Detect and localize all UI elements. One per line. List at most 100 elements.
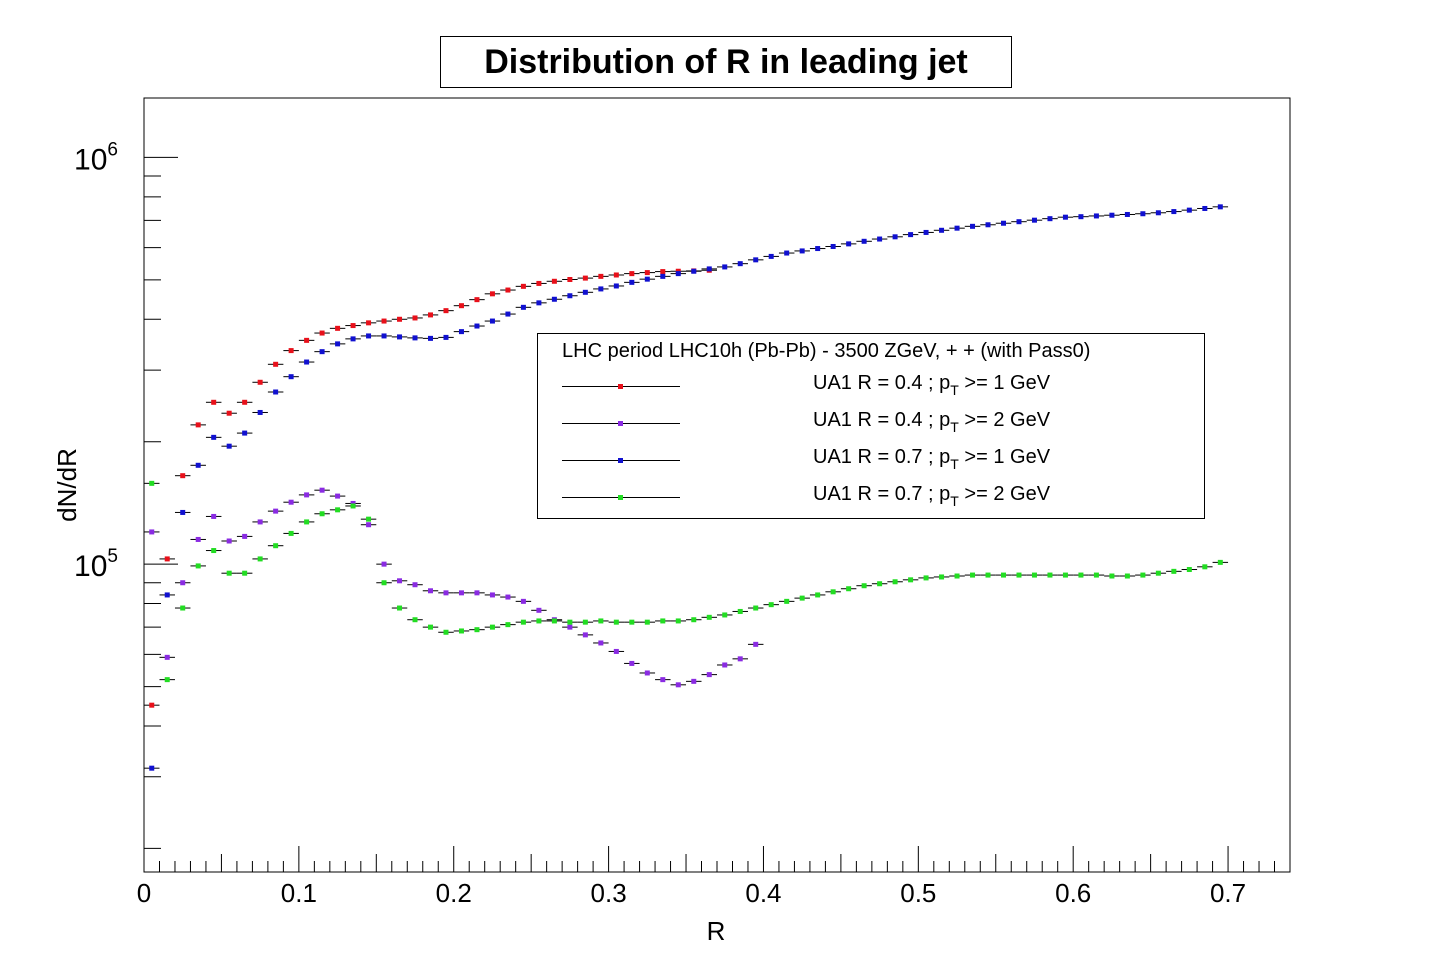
data-point	[350, 500, 356, 506]
data-point	[1140, 211, 1146, 217]
legend-marker	[618, 384, 623, 389]
data-point	[768, 602, 774, 608]
data-point	[195, 563, 201, 569]
data-point	[598, 640, 604, 646]
data-point	[335, 493, 341, 499]
data-point	[1155, 570, 1161, 576]
data-point	[737, 608, 743, 614]
data-point	[489, 592, 495, 598]
data-point	[366, 522, 372, 528]
data-point	[629, 660, 635, 666]
data-point	[985, 222, 991, 228]
data-point	[474, 297, 480, 303]
data-point	[551, 296, 557, 302]
data-point	[288, 530, 294, 536]
data-point	[211, 548, 217, 554]
data-point	[1093, 572, 1099, 578]
data-point	[381, 561, 387, 567]
data-point	[180, 509, 186, 515]
data-point	[1155, 210, 1161, 216]
data-point	[242, 570, 248, 576]
data-point	[768, 253, 774, 259]
data-point	[397, 316, 403, 322]
data-point	[1047, 572, 1053, 578]
data-point	[629, 271, 635, 277]
data-point	[412, 582, 418, 588]
data-point	[706, 614, 712, 620]
data-point	[350, 323, 356, 329]
data-point	[412, 315, 418, 321]
data-point	[753, 257, 759, 263]
data-point	[1062, 572, 1068, 578]
data-point	[567, 624, 573, 630]
x-axis-label: R	[707, 916, 726, 946]
legend-marker	[618, 421, 623, 426]
series-group	[144, 204, 1229, 771]
data-point	[582, 619, 588, 625]
data-point	[273, 361, 279, 367]
data-point	[939, 227, 945, 233]
data-point	[737, 656, 743, 662]
data-point	[675, 618, 681, 624]
data-point	[335, 341, 341, 347]
data-point	[1124, 211, 1130, 217]
data-point	[582, 275, 588, 281]
legend-entry: UA1 R = 0.7 ; pT >= 2 GeV	[538, 481, 1206, 511]
data-point	[149, 702, 155, 708]
data-point	[644, 619, 650, 625]
data-point	[536, 300, 542, 306]
x-tick-label: 0.1	[281, 878, 317, 908]
data-point	[737, 261, 743, 267]
y-tick-labels: 105 106	[74, 139, 118, 583]
data-point	[366, 516, 372, 522]
data-point	[985, 572, 991, 578]
data-point	[660, 618, 666, 624]
data-point	[551, 618, 557, 624]
data-point	[226, 410, 232, 416]
data-point	[381, 318, 387, 324]
data-point	[211, 399, 217, 405]
data-point	[397, 605, 403, 611]
data-point	[520, 598, 526, 604]
data-point	[366, 320, 372, 326]
data-point	[505, 594, 511, 600]
data-point	[815, 592, 821, 598]
data-point	[273, 508, 279, 514]
data-point	[319, 349, 325, 355]
data-point	[164, 677, 170, 683]
data-point	[149, 480, 155, 486]
data-point	[923, 229, 929, 235]
data-point	[892, 234, 898, 240]
data-point	[180, 473, 186, 479]
data-point	[458, 303, 464, 309]
legend-label: UA1 R = 0.4 ; pT >= 1 GeV	[813, 372, 1051, 398]
data-point	[195, 422, 201, 428]
data-point	[598, 618, 604, 624]
data-point	[1062, 214, 1068, 220]
data-point	[474, 323, 480, 329]
data-point	[505, 287, 511, 293]
data-point	[273, 543, 279, 549]
chart-title: Distribution of R in leading jet	[440, 36, 1012, 88]
data-point	[257, 556, 263, 562]
data-point	[629, 619, 635, 625]
data-point	[149, 765, 155, 771]
data-point	[443, 334, 449, 340]
x-tick-label: 0	[137, 878, 151, 908]
data-point	[180, 605, 186, 611]
data-point	[660, 269, 666, 275]
data-point	[1001, 572, 1006, 578]
data-point	[1093, 213, 1099, 219]
data-point	[397, 334, 403, 340]
data-point	[350, 336, 356, 342]
data-point	[536, 280, 542, 286]
data-point	[1217, 204, 1223, 210]
data-point	[1016, 219, 1022, 225]
data-point	[675, 271, 681, 277]
data-points	[144, 204, 1229, 771]
data-point	[1171, 209, 1177, 215]
data-point	[288, 499, 294, 505]
data-point	[598, 273, 604, 279]
data-point	[335, 507, 341, 513]
data-point	[1140, 572, 1146, 578]
